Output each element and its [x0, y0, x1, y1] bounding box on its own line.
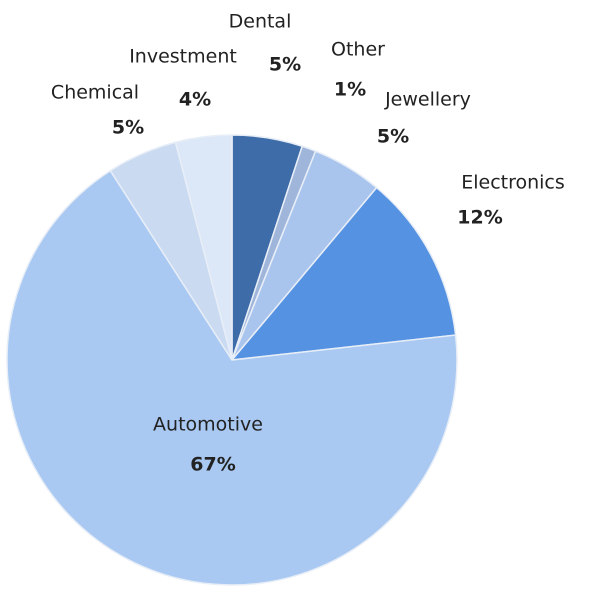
slice-label: Electronics	[461, 172, 565, 194]
pie-slice	[6, 169, 458, 586]
slice-value-label: 5%	[112, 117, 144, 139]
slice-label: Other	[331, 39, 385, 61]
slice-label: Investment	[129, 46, 237, 68]
slice-label: Automotive	[153, 414, 263, 436]
slice-label: Chemical	[51, 82, 139, 104]
pie-slice	[174, 134, 233, 361]
slice-value-label: 5%	[377, 126, 409, 148]
slice-label: Jewellery	[384, 89, 471, 111]
slice-label: Dental	[229, 11, 292, 33]
slice-value-label: 4%	[179, 89, 211, 111]
slice-value-label: 1%	[334, 79, 366, 101]
slice-value-label: 5%	[269, 54, 301, 76]
slice-value-label: 12%	[457, 207, 502, 229]
pie-slice	[230, 186, 457, 361]
slice-value-label: 67%	[190, 454, 235, 476]
